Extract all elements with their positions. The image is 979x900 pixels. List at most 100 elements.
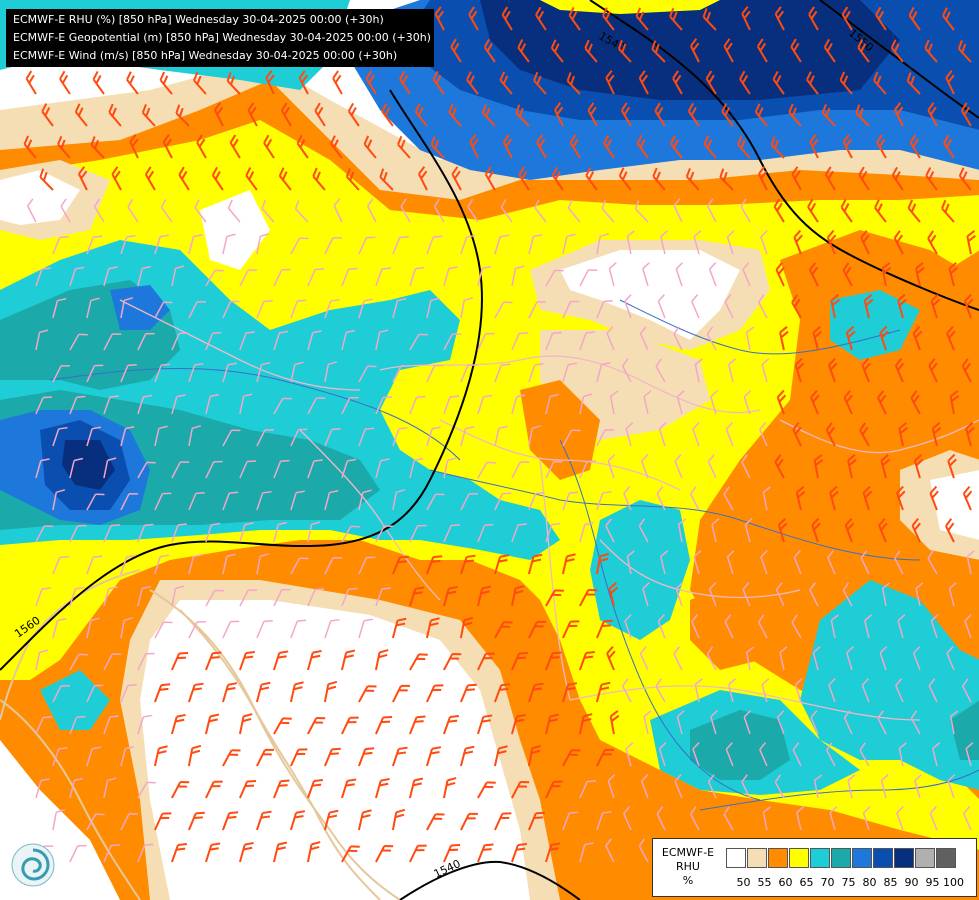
wind-barb-icon: [579, 393, 593, 415]
wind-barb-icon: [358, 618, 374, 639]
wind-barb-icon: [229, 134, 241, 159]
wind-barb-icon: [171, 523, 187, 543]
wind-barb-icon: [910, 710, 921, 735]
wind-barb-icon: [226, 72, 241, 95]
wind-barb-icon: [890, 39, 904, 63]
wind-barb-icon: [596, 490, 612, 511]
wind-barb-icon: [103, 715, 119, 735]
wind-barb-icon: [160, 199, 173, 223]
wind-barb-icon: [52, 365, 70, 383]
wind-barb-icon: [674, 454, 683, 479]
wind-barb-icon: [426, 235, 443, 255]
wind-barb-icon: [674, 774, 683, 799]
wind-barb-icon: [392, 297, 407, 319]
wind-barb-icon: [86, 297, 100, 319]
wind-barb-icon: [374, 649, 389, 671]
wind-barb-icon: [430, 136, 445, 159]
wind-barb-icon: [656, 486, 666, 511]
wind-barb-icon: [964, 293, 974, 319]
wind-barb-icon: [843, 390, 853, 415]
wind-barb-icon: [929, 485, 939, 511]
wind-barb-icon: [788, 103, 802, 127]
wind-barb-icon: [579, 780, 597, 799]
wind-barb-icon: [579, 269, 598, 287]
legend-title-variable: RHU: [676, 860, 700, 873]
wind-barb-icon: [409, 844, 427, 863]
wind-barb-icon: [623, 806, 632, 831]
wind-barb-icon: [493, 745, 508, 767]
wind-barb-icon: [375, 845, 394, 863]
wind-barb-icon: [942, 7, 955, 31]
wind-barb-icon: [821, 104, 836, 127]
wind-barb-icon: [90, 136, 105, 159]
wind-barb-icon: [239, 331, 255, 351]
wind-barb-icon: [433, 198, 445, 223]
header-geopotential-line: ECMWF-E Geopotential (m) [850 hPa] Wedne…: [13, 31, 431, 44]
wind-barb-icon: [897, 614, 906, 639]
wind-barb-icon: [196, 134, 207, 159]
wind-barb-icon: [222, 811, 239, 831]
wind-barb-icon: [120, 364, 137, 383]
wind-barb-icon: [535, 6, 547, 31]
wind-barb-icon: [171, 332, 189, 351]
wind-barb-icon: [607, 774, 616, 799]
rhu-90-area: [62, 0, 900, 490]
wind-barb-icon: [193, 71, 207, 95]
wind-barb-icon: [391, 808, 406, 831]
wind-barb-icon: [194, 199, 207, 223]
wind-barb-icon: [726, 550, 735, 575]
wind-barb-icon: [651, 40, 666, 63]
wind-barb-icon: [721, 103, 734, 127]
wind-barb-icon: [392, 489, 406, 511]
wind-barb-icon: [773, 198, 785, 223]
wind-barb-icon: [154, 621, 173, 639]
legend-tick-label: 50: [736, 876, 751, 889]
wind-barb-icon: [762, 806, 771, 831]
wind-barb-icon: [261, 199, 275, 223]
wind-barb-icon: [808, 6, 819, 31]
wind-barb-icon: [912, 325, 923, 351]
wind-barb-icon: [830, 294, 841, 319]
wind-barb-icon: [810, 389, 820, 415]
wind-barb-icon: [204, 842, 221, 863]
wind-barb-icon: [484, 166, 496, 191]
wind-barb-icon: [579, 460, 597, 479]
wind-barb-icon: [672, 70, 683, 95]
wind-barb-icon: [477, 394, 493, 415]
wind-barb-icon: [527, 682, 544, 703]
wind-barb-icon: [913, 453, 924, 479]
wind-barb-icon: [443, 457, 457, 479]
wind-barb-icon: [341, 716, 359, 735]
wind-barb-icon: [965, 742, 974, 767]
wind-barb-icon: [323, 680, 338, 703]
wind-barb-icon: [742, 582, 751, 607]
wind-barb-icon: [963, 806, 972, 831]
wind-barb-icon: [931, 421, 942, 447]
wind-barb-icon: [239, 460, 257, 479]
wind-barb-icon: [757, 294, 768, 319]
wind-barb-icon: [945, 70, 955, 95]
wind-barb-icon: [188, 233, 203, 255]
header-wind-line: ECMWF-E Wind (m/s) [850 hPa] Wednesday 3…: [13, 49, 398, 62]
wind-barb-icon: [642, 582, 650, 607]
wind-barb-icon: [550, 39, 564, 63]
wind-barb-icon: [460, 234, 476, 255]
wind-barb-icon: [442, 714, 459, 735]
wind-barb-icon: [86, 493, 105, 511]
wind-barb-icon: [909, 134, 921, 159]
wind-barb-icon: [324, 361, 338, 383]
legend-swatch: [810, 848, 830, 868]
wind-barb-icon: [256, 620, 273, 639]
wind-barb-icon: [120, 493, 138, 511]
wind-barb-icon: [826, 229, 837, 255]
wind-barb-icon: [307, 268, 325, 287]
wind-barb-icon: [400, 198, 411, 223]
wind-barb-icon: [294, 200, 309, 223]
wind-barb-icon: [807, 198, 819, 223]
wind-barb-icon: [545, 522, 561, 543]
wind-barb-icon: [528, 362, 544, 383]
map-header: ECMWF-E RHU (%) [850 hPa] Wednesday 30-0…: [6, 9, 434, 67]
wind-barb-icon: [642, 262, 650, 287]
wind-barb-icon: [606, 645, 616, 671]
wind-barb-icon: [792, 422, 802, 447]
